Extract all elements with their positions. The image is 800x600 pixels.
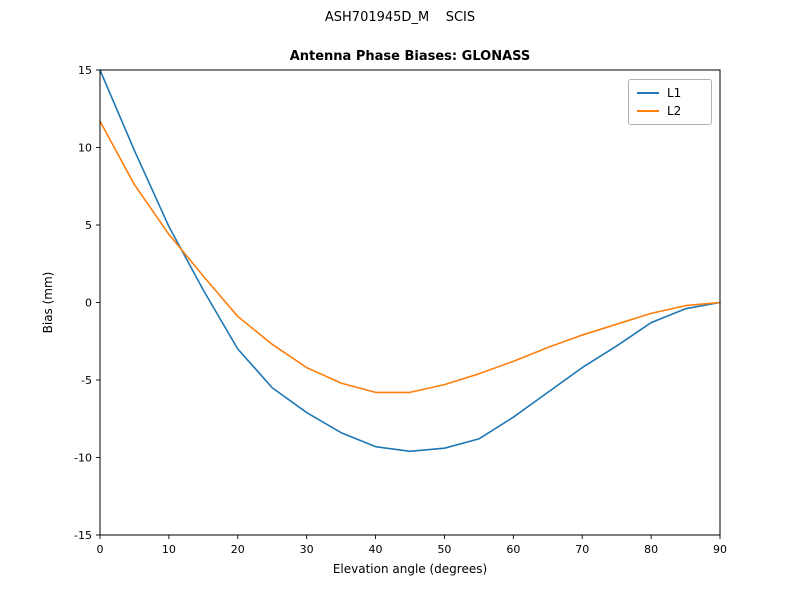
- legend-label-l2: L2: [667, 104, 682, 118]
- svg-text:70: 70: [575, 543, 589, 556]
- svg-text:-10: -10: [74, 452, 92, 465]
- figure-title: ASH701945D_M SCIS: [324, 10, 476, 25]
- legend-item-l1: L1: [629, 84, 711, 102]
- svg-text:Bias (mm): Bias (mm): [41, 272, 55, 334]
- svg-text:10: 10: [162, 543, 176, 556]
- svg-text:-15: -15: [74, 529, 92, 542]
- svg-text:5: 5: [85, 219, 92, 232]
- svg-text:-5: -5: [81, 374, 92, 387]
- svg-text:80: 80: [644, 543, 658, 556]
- svg-text:10: 10: [78, 142, 92, 155]
- legend-item-l2: L2: [629, 102, 711, 120]
- legend-label-l1: L1: [667, 86, 682, 100]
- svg-text:60: 60: [506, 543, 520, 556]
- svg-text:40: 40: [369, 543, 383, 556]
- l2-line-swatch: [637, 110, 659, 112]
- l1-line-swatch: [637, 92, 659, 94]
- svg-text:20: 20: [231, 543, 245, 556]
- svg-text:50: 50: [437, 543, 451, 556]
- legend: L1 L2: [628, 79, 712, 125]
- svg-text:30: 30: [300, 543, 314, 556]
- svg-text:0: 0: [85, 297, 92, 310]
- svg-text:15: 15: [78, 64, 92, 77]
- svg-text:90: 90: [713, 543, 727, 556]
- axes-title: Antenna Phase Biases: GLONASS: [289, 49, 531, 64]
- svg-text:0: 0: [97, 543, 104, 556]
- svg-text:Elevation angle (degrees): Elevation angle (degrees): [333, 562, 487, 576]
